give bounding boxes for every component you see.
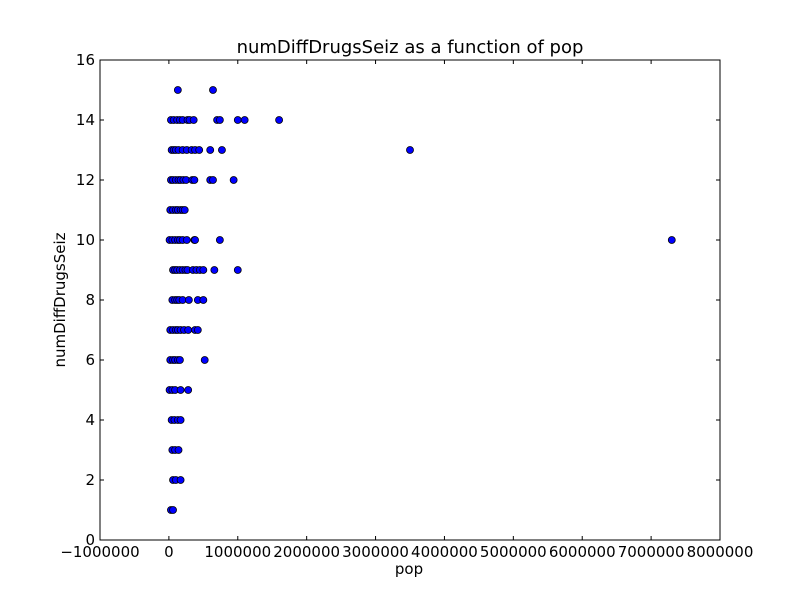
y-tick-label: 4 [85, 411, 95, 429]
scatter-points [165, 86, 676, 514]
scatter-point [184, 326, 193, 334]
scatter-point [215, 236, 224, 244]
scatter-point [199, 296, 208, 304]
scatter-point [184, 296, 193, 304]
y-tick-label: 16 [76, 51, 95, 69]
scatter-point [191, 236, 199, 244]
y-tick-label: 12 [76, 171, 95, 189]
scatter-point [195, 146, 204, 154]
scatter-point [218, 146, 226, 154]
x-tick-label: 6000000 [549, 543, 616, 561]
y-tick-label: 6 [85, 351, 95, 369]
scatter-point [240, 116, 249, 124]
x-tick-label: 1000000 [204, 543, 271, 561]
scatter-point [176, 476, 185, 484]
y-tick-label: 2 [85, 471, 95, 489]
plot-frame [99, 59, 721, 541]
scatter-point [209, 86, 217, 94]
scatter-point [169, 506, 177, 514]
x-tick-label: 2000000 [273, 543, 340, 561]
scatter-point [184, 386, 193, 394]
y-tick-label: 10 [76, 231, 95, 249]
scatter-point [189, 116, 198, 124]
scatter-point [180, 206, 189, 214]
scatter-point [206, 146, 215, 154]
scatter-point [190, 176, 199, 184]
scatter-point [215, 116, 224, 124]
y-tick-label: 14 [76, 111, 95, 129]
x-tick-label: 0 [164, 543, 174, 561]
x-tick-label: 7000000 [618, 543, 685, 561]
scatter-point [406, 146, 414, 154]
scatter-point [200, 356, 209, 364]
scatter-point [233, 116, 242, 124]
scatter-point [275, 116, 284, 124]
scatter-point [199, 266, 208, 274]
scatter-point [176, 356, 184, 364]
y-axis-label: numDiffDrugsSeiz [51, 232, 69, 367]
y-tick-label: 8 [85, 291, 95, 309]
x-axis: −1000000 0 1000000 2000000 3000000 4000000 500… [60, 60, 753, 561]
chart-title: numDiffDrugsSeiz as a function of pop [237, 37, 584, 58]
scatter-point [193, 326, 202, 334]
y-axis: 0 2 4 6 8 10 12 14 16 [76, 51, 720, 549]
x-tick-label: 3000000 [342, 543, 409, 561]
x-tick-label: 5000000 [480, 543, 547, 561]
scatter-point [210, 266, 219, 274]
scatter-point [176, 416, 185, 424]
x-tick-label: 4000000 [411, 543, 478, 561]
y-tick-label: 0 [85, 531, 95, 549]
x-tick-label: 8000000 [687, 543, 754, 561]
x-axis-label: pop [395, 560, 423, 578]
scatter-point [176, 386, 185, 394]
scatter-point [229, 176, 238, 184]
scatter-point [173, 86, 182, 94]
scatter-point [667, 236, 676, 244]
scatter-point [209, 176, 217, 184]
x-tick-label: −1000000 [60, 543, 139, 561]
scatter-point [233, 266, 242, 274]
scatter-point [182, 236, 191, 244]
scatter-point [174, 446, 183, 454]
